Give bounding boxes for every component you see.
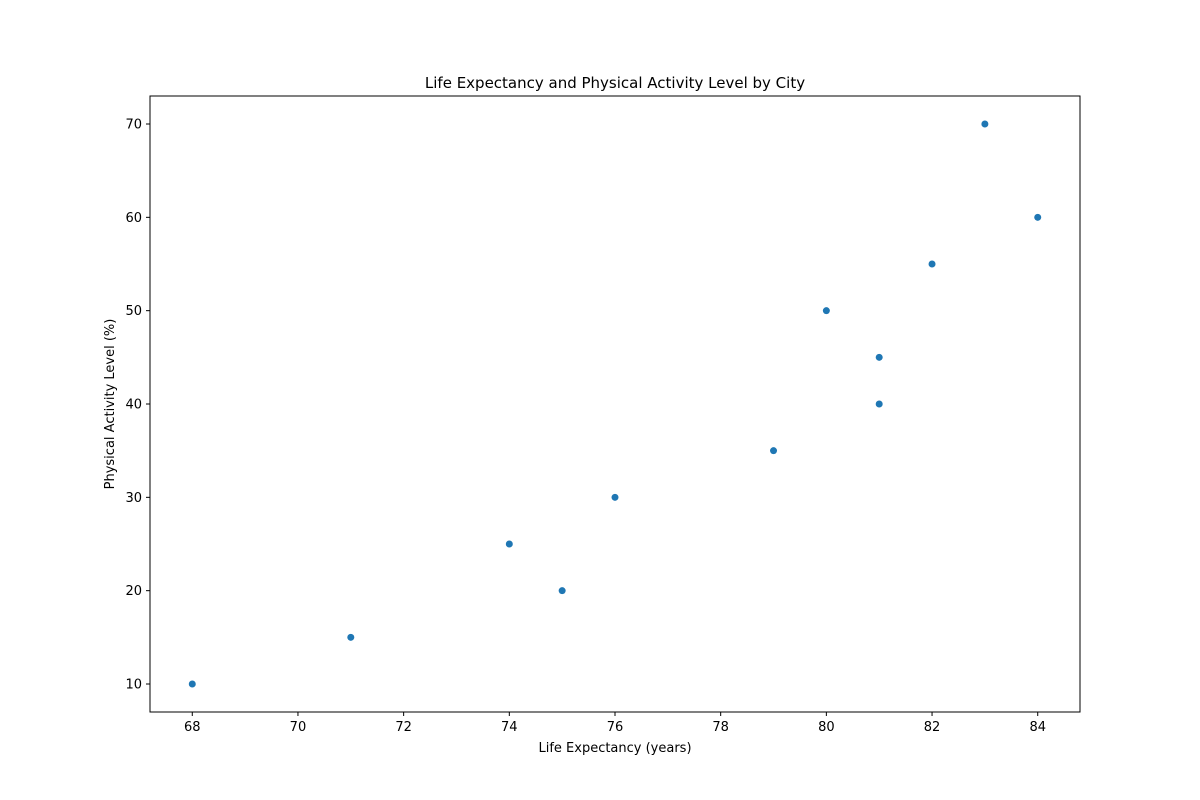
x-axis-label: Life Expectancy (years) — [538, 741, 691, 756]
scatter-point — [928, 260, 936, 268]
y-tick-label: 10 — [125, 678, 142, 693]
y-tick-label: 70 — [125, 118, 142, 133]
scatter-point — [347, 633, 355, 641]
x-tick-label: 72 — [395, 720, 412, 735]
y-tick-label: 50 — [125, 304, 142, 319]
y-axis: 10 20 30 40 50 60 70 — [125, 118, 150, 693]
scatter-point — [505, 540, 513, 548]
scatter-point — [875, 353, 883, 361]
x-tick-label: 82 — [924, 720, 941, 735]
scatter-point — [188, 680, 196, 688]
x-tick-label: 80 — [818, 720, 835, 735]
scatter-point — [822, 307, 830, 315]
x-tick-label: 78 — [712, 720, 729, 735]
x-tick-label: 76 — [607, 720, 624, 735]
scatter-point — [611, 493, 619, 501]
scatter-point — [558, 587, 566, 595]
x-tick-label: 74 — [501, 720, 518, 735]
x-tick-label: 70 — [290, 720, 307, 735]
y-tick-label: 40 — [125, 398, 142, 413]
plot-area — [188, 120, 1042, 688]
scatter-point — [1034, 213, 1042, 221]
y-tick-label: 60 — [125, 211, 142, 226]
scatter-point — [770, 447, 778, 455]
x-axis: 68 70 72 74 76 78 80 82 84 — [184, 712, 1046, 735]
y-tick-label: 20 — [125, 584, 142, 599]
x-tick-label: 68 — [184, 720, 201, 735]
y-tick-label: 30 — [125, 491, 142, 506]
x-tick-label: 84 — [1029, 720, 1046, 735]
scatter-point — [981, 120, 989, 128]
chart-title: Life Expectancy and Physical Activity Le… — [425, 74, 805, 92]
y-axis-label: Physical Activity Level (%) — [103, 319, 118, 490]
scatter-point — [875, 400, 883, 408]
